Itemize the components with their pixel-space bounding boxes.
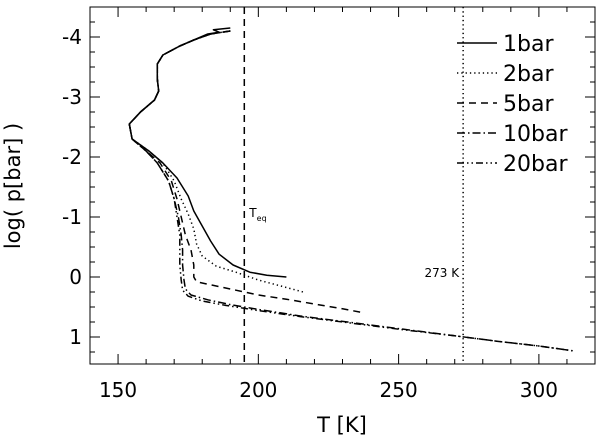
y-tick-label--2: -2	[62, 145, 82, 169]
series-line-10bar	[128, 30, 573, 352]
plot-frame	[89, 6, 596, 365]
axis-tick-labels: 150 200 250 300 -4 -3 -2 -1 0 1	[62, 25, 558, 402]
x-axis-label: T [K]	[316, 413, 367, 437]
series-line-1bar	[128, 27, 287, 278]
legend-label-10bar: 10bar	[503, 122, 568, 147]
legend-label-2bar: 2bar	[503, 62, 554, 87]
x-tick-label-200: 200	[239, 378, 277, 402]
legend-label-1bar: 1bar	[503, 32, 554, 57]
x-tick-label-150: 150	[99, 378, 137, 402]
reference-line-label-0: Teq	[248, 206, 266, 223]
series-line-5bar	[128, 30, 366, 314]
series-line-2bar	[128, 30, 304, 293]
y-tick-label-1: 1	[69, 325, 82, 349]
series-group	[128, 27, 573, 352]
axis-ticks	[89, 7, 596, 364]
y-tick-label--4: -4	[62, 25, 82, 49]
x-tick-label-300: 300	[520, 378, 558, 402]
y-tick-label--1: -1	[62, 205, 82, 229]
legend: 1bar 2bar 5bar 10bar 20bar	[457, 32, 568, 177]
y-tick-label--3: -3	[62, 85, 82, 109]
legend-label-5bar: 5bar	[503, 92, 554, 117]
y-tick-label-0: 0	[69, 265, 82, 289]
plot-area	[89, 6, 596, 365]
legend-label-20bar: 20bar	[503, 152, 568, 177]
x-tick-label-250: 250	[380, 378, 418, 402]
y-axis-label: log( p[bar] )	[1, 123, 25, 249]
reference-line-label-1: 273 K	[425, 266, 461, 280]
